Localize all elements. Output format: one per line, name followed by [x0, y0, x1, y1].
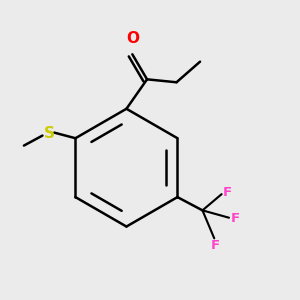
Text: F: F — [223, 186, 232, 199]
Text: F: F — [211, 239, 220, 253]
Text: S: S — [44, 126, 54, 141]
Text: O: O — [126, 31, 139, 46]
Text: F: F — [231, 212, 240, 225]
